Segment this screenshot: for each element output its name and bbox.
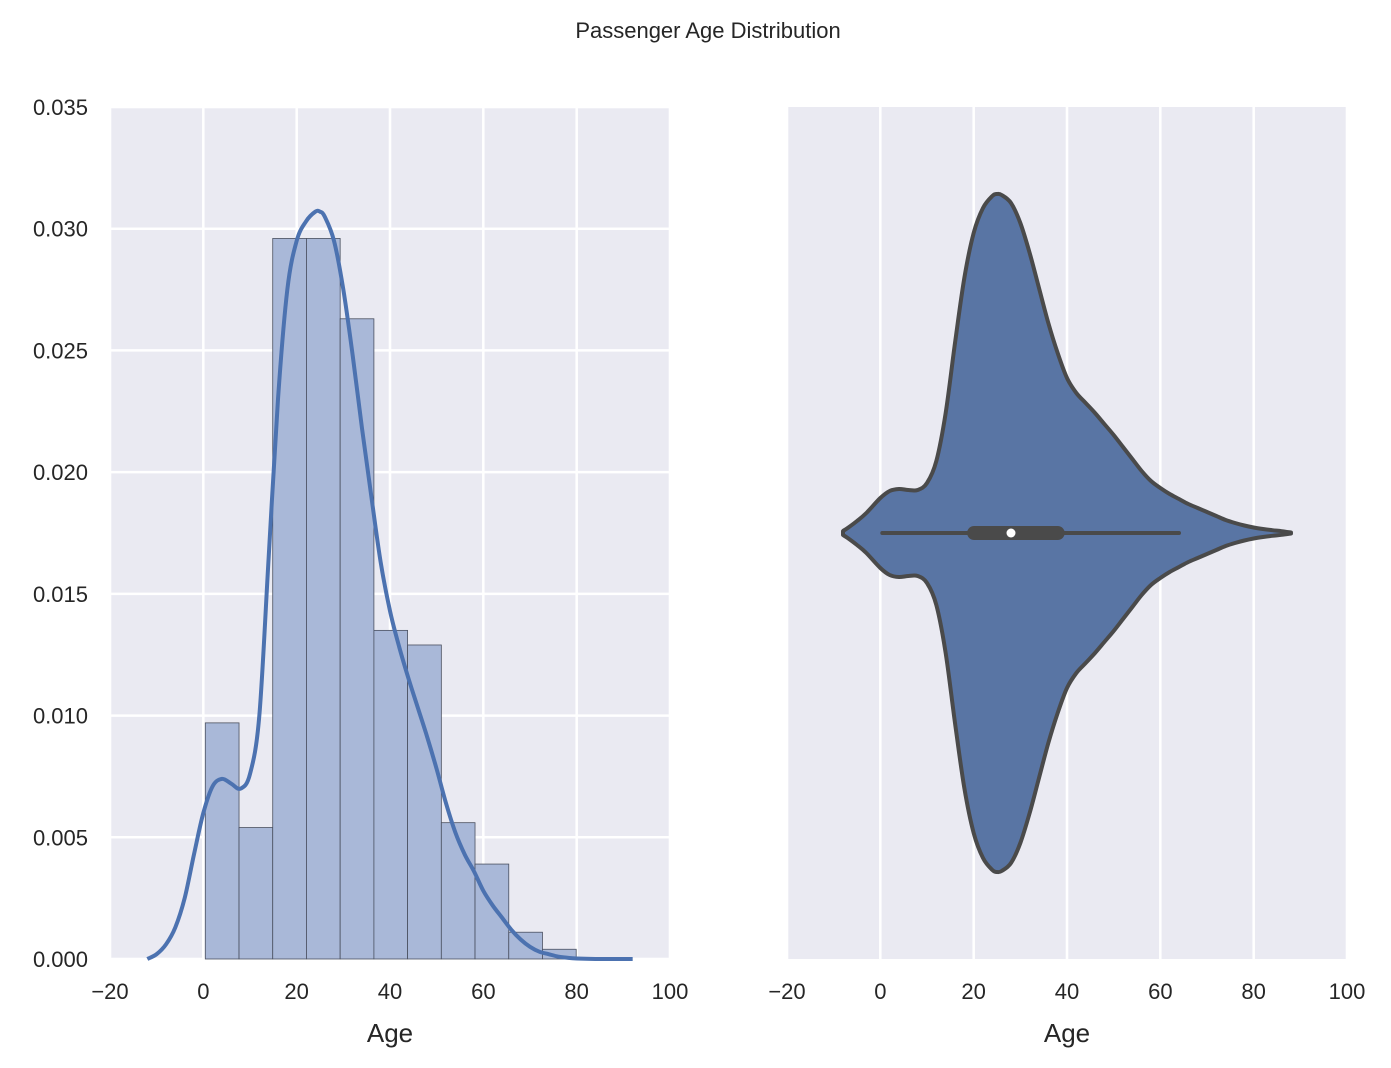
y-tick-label: 0.010 [33,704,88,729]
y-tick-label: 0.020 [33,460,88,485]
violin-panel: −20 0 20 40 60 80 100 Age [768,107,1365,1048]
x-tick-label: 0 [874,979,886,1004]
y-tick-label: 0.030 [33,217,88,242]
histogram-x-axis-label: Age [367,1018,413,1048]
histogram-y-ticks: 0.000 0.005 0.010 0.015 0.020 0.025 0.030 0.035 [33,95,88,972]
histogram-bar [306,238,341,960]
histogram-bar [339,318,375,960]
x-tick-label: 60 [471,979,495,1004]
x-tick-label: 100 [1329,979,1366,1004]
histogram-bar [204,722,240,960]
histogram-bar [373,629,408,960]
y-tick-label: 0.000 [33,947,88,972]
histogram-bar [238,827,274,960]
histogram-bar [440,822,476,960]
violin-x-ticks: −20 0 20 40 60 80 100 [768,979,1365,1004]
y-tick-label: 0.015 [33,582,88,607]
x-tick-label: 40 [378,979,402,1004]
x-tick-label: 60 [1148,979,1172,1004]
x-tick-label: 100 [652,979,689,1004]
histogram-bar [272,238,307,960]
x-tick-label: 80 [1241,979,1265,1004]
y-tick-label: 0.025 [33,338,88,363]
histogram-bars [204,238,577,960]
x-tick-label: 0 [197,979,209,1004]
kde-line [146,208,633,962]
x-tick-label: −20 [91,979,128,1004]
histogram-panel: −20 0 20 40 60 80 100 0.000 0.005 0.010 0.015 0.02… [33,95,688,1048]
x-tick-label: 40 [1055,979,1079,1004]
figure-title: Passenger Age Distribution [575,18,840,43]
histogram-bar [474,863,510,960]
y-tick-label: 0.005 [33,825,88,850]
x-tick-label: 20 [961,979,985,1004]
histogram-x-ticks: −20 0 20 40 60 80 100 [91,979,688,1004]
x-tick-label: 80 [564,979,588,1004]
violin-median-dot [1006,528,1016,538]
x-tick-label: 20 [284,979,308,1004]
y-tick-label: 0.035 [33,95,88,120]
x-tick-label: −20 [768,979,805,1004]
violin-x-axis-label: Age [1044,1018,1090,1048]
